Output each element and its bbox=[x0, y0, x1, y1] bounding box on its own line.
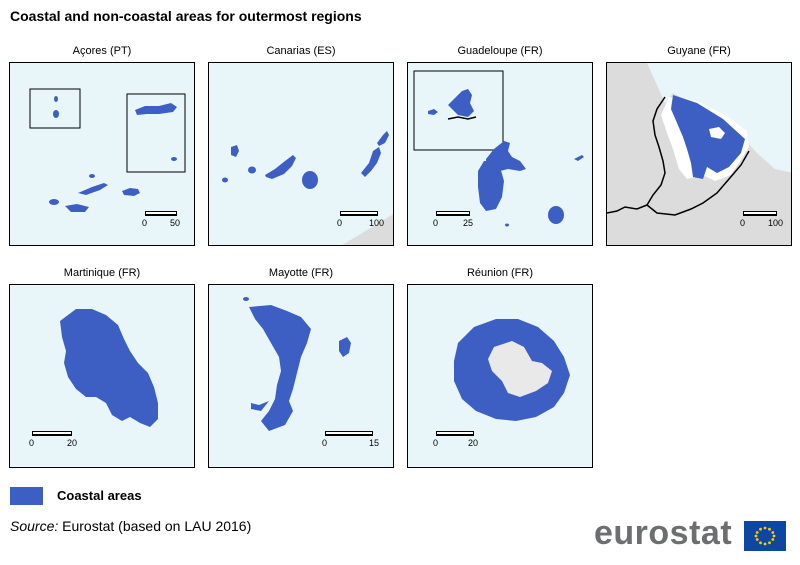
panel-label-acores: Açores (PT) bbox=[72, 45, 132, 57]
island-les-saintes bbox=[505, 223, 509, 227]
grande-terre-southwest bbox=[251, 401, 269, 411]
scale-start-reunion: 0 bbox=[433, 438, 439, 448]
panel-label-guadeloupe: Guadeloupe (FR) bbox=[457, 45, 543, 57]
legend-swatch-coastal bbox=[10, 487, 43, 505]
panel-label-mayotte: Mayotte (FR) bbox=[268, 267, 334, 279]
panel-label-guyane: Guyane (FR) bbox=[667, 45, 731, 57]
island-la-desirade bbox=[574, 155, 584, 161]
saint-martin-border bbox=[447, 116, 477, 120]
border-brazil bbox=[646, 150, 750, 216]
map-panel-reunion: 0 20 bbox=[407, 284, 593, 468]
scale-start-mayotte: 0 bbox=[322, 438, 328, 448]
island-basse-terre bbox=[478, 161, 504, 211]
eurostat-logo-text: eurostat bbox=[594, 514, 733, 552]
scale-start-canarias: 0 bbox=[337, 218, 343, 228]
island-graciosa bbox=[89, 174, 95, 178]
panel-label-canarias: Canarias (ES) bbox=[266, 45, 336, 57]
island-saint-martin-west bbox=[428, 109, 438, 115]
panel-label-martinique: Martinique (FR) bbox=[63, 267, 141, 279]
inset-frame-flores bbox=[29, 88, 81, 129]
island-santa-maria bbox=[171, 157, 177, 161]
island-saint-martin bbox=[448, 89, 474, 117]
island-faial bbox=[49, 199, 59, 205]
africa-coast bbox=[342, 214, 393, 245]
guyane-coastal-area bbox=[671, 95, 745, 179]
scale-start-martinique: 0 bbox=[29, 438, 35, 448]
map-title: Coastal and non-coastal areas for outerm… bbox=[10, 8, 362, 24]
island-flores bbox=[53, 110, 59, 118]
acores-map bbox=[29, 88, 186, 212]
petite-terre bbox=[339, 337, 351, 357]
island-tenerife bbox=[265, 155, 296, 179]
islet-north bbox=[243, 297, 249, 301]
island-fuerteventura bbox=[361, 147, 381, 177]
scale-end-reunion: 20 bbox=[468, 438, 479, 448]
guyane-map bbox=[607, 63, 791, 245]
source-note: Source: Eurostat (based on LAU 2016) bbox=[10, 518, 251, 534]
scale-end-martinique: 20 bbox=[67, 438, 78, 448]
inset-frame-east bbox=[126, 93, 186, 173]
scale-end-guadeloupe: 25 bbox=[463, 218, 474, 228]
scale-end-acores: 50 bbox=[170, 218, 181, 228]
island-pico bbox=[65, 204, 89, 212]
canarias-map bbox=[222, 131, 393, 245]
map-panel-guadeloupe: 0 25 bbox=[407, 62, 593, 246]
island-terceira bbox=[122, 188, 140, 196]
eu-flag-icon bbox=[744, 521, 786, 551]
source-text: Eurostat (based on LAU 2016) bbox=[62, 518, 252, 534]
map-panel-acores: 0 50 bbox=[9, 62, 195, 246]
map-panel-canarias: 0 100 bbox=[208, 62, 394, 246]
island-la-gomera bbox=[248, 166, 256, 174]
border-suriname bbox=[607, 96, 666, 214]
scale-start-guadeloupe: 0 bbox=[433, 218, 439, 228]
map-panel-guyane: 0 100 bbox=[606, 62, 792, 246]
source-prefix: Source: bbox=[10, 518, 59, 534]
island-lanzarote bbox=[377, 131, 389, 146]
island-sao-jorge bbox=[78, 183, 108, 195]
map-panel-mayotte: 0 15 bbox=[208, 284, 394, 468]
guyane-non-coastal-pocket bbox=[709, 127, 725, 139]
island-gran-canaria bbox=[302, 171, 318, 189]
island-marie-galante bbox=[548, 206, 564, 224]
scale-start-acores: 0 bbox=[142, 218, 148, 228]
reunion-non-coastal-area bbox=[488, 341, 552, 397]
scale-end-mayotte: 15 bbox=[369, 438, 380, 448]
guadeloupe-map bbox=[413, 70, 584, 227]
grande-terre bbox=[249, 305, 311, 431]
panel-label-reunion: Réunion (FR) bbox=[466, 267, 534, 279]
scale-start-guyane: 0 bbox=[740, 218, 746, 228]
island-sao-miguel bbox=[135, 103, 177, 115]
mayotte-map bbox=[243, 297, 351, 431]
martinique-coastal-area bbox=[60, 309, 158, 427]
martinique-map bbox=[60, 309, 158, 427]
island-el-hierro bbox=[222, 177, 228, 183]
island-corvo bbox=[54, 96, 58, 102]
reunion-map bbox=[454, 319, 570, 421]
scale-end-guyane: 100 bbox=[768, 218, 784, 228]
scale-end-canarias: 100 bbox=[369, 218, 385, 228]
legend-label-coastal: Coastal areas bbox=[57, 488, 142, 503]
map-panel-martinique: 0 20 bbox=[9, 284, 195, 468]
island-la-palma bbox=[231, 145, 239, 157]
